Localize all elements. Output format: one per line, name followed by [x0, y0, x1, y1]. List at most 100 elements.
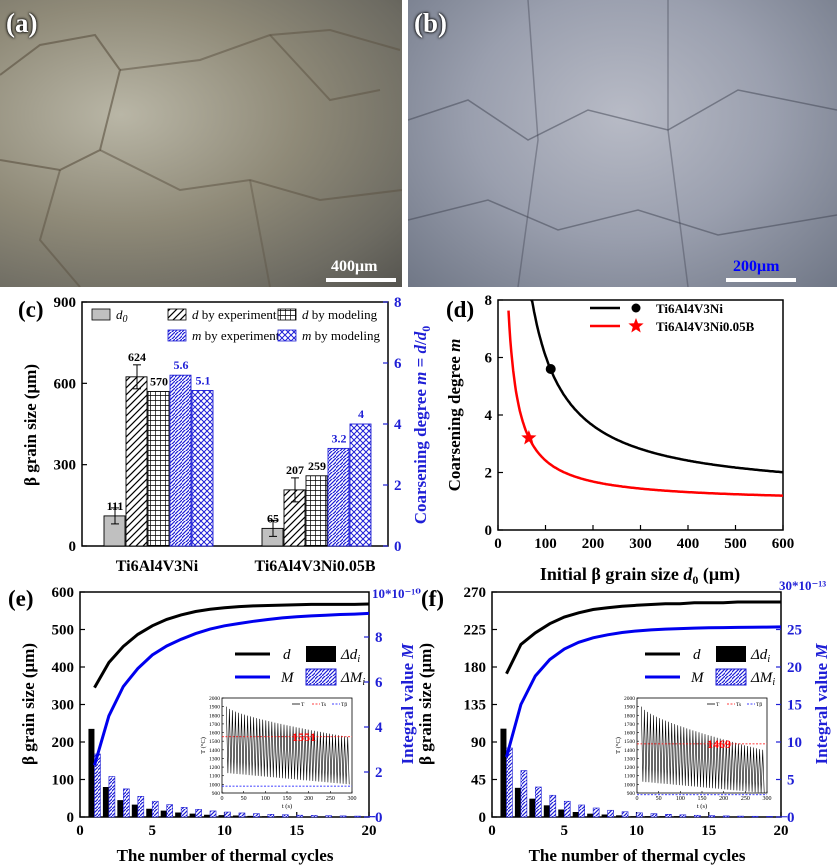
category-label-2: Ti6Al4V3Ni0.05B: [254, 558, 375, 575]
y2-tick-label: 5: [787, 773, 795, 789]
y-axis-label-c: β grain size (μm): [21, 364, 40, 486]
bar: [327, 447, 350, 547]
inset-y-label: T (°C): [200, 737, 207, 754]
bar-delta-d: [543, 805, 550, 817]
x-tick-label: 600: [772, 536, 795, 552]
legend-label-m-exp: m by experiment: [192, 328, 280, 343]
x-tick-label: 20: [362, 823, 377, 839]
bar-delta-M: [520, 770, 528, 818]
bar-delta-M: [195, 809, 202, 818]
inset-y-tick-label: 1300: [209, 756, 220, 762]
y-tick-label: 400: [52, 660, 75, 676]
x-axis-label-e: The number of thermal cycles: [117, 846, 334, 865]
y2-tick-label: 0: [375, 810, 383, 826]
category-label-1: Ti6Al4V3Ni: [116, 558, 199, 575]
line-d: [93, 602, 370, 689]
data-label: 207: [286, 463, 304, 477]
chart-d: (d) 0 100 200 300 400 500 600 0 2 4 6 8 Coarsening …: [445, 293, 795, 587]
y-tick-label: 135: [464, 698, 487, 714]
legend-marker-series-2: [628, 318, 644, 333]
bar-delta-M: [708, 815, 716, 818]
inset-y-tick-label: 1000: [624, 782, 635, 788]
bar-delta-d: [247, 815, 254, 817]
y2-tick-label: 0: [394, 539, 402, 555]
legend-c: d0 d by experiment d by modeling m by ex…: [91, 307, 380, 343]
bar-delta-M: [238, 812, 246, 818]
y2-tick-label: 8: [394, 295, 402, 311]
legend-label-delta-M: ΔMi: [340, 670, 365, 688]
legend-label-d: d: [693, 647, 701, 663]
x-tick-label: 5: [149, 823, 157, 839]
inset-x-tick-label: 300: [763, 796, 772, 802]
legend-swatch-delta-M: [305, 668, 337, 686]
y-tick-label: 600: [54, 376, 77, 392]
x-tick-label: 400: [677, 536, 700, 552]
bar-delta-M: [151, 800, 159, 818]
bar-delta-d: [189, 813, 196, 817]
legend-label-M: M: [280, 670, 295, 686]
y-tick-label: 8: [485, 293, 493, 309]
x-tick-label: 300: [629, 536, 652, 552]
y2-tick-label: 0: [787, 810, 795, 826]
inset-legend-label: T: [716, 702, 720, 708]
panel-label-c: (c): [18, 297, 44, 322]
bar-delta-d: [261, 816, 268, 817]
y2-top-label-f: 30*10⁻¹³: [779, 578, 826, 593]
data-point-series-1: [545, 364, 556, 374]
inset-y-tick-label: 1900: [209, 705, 220, 711]
y-tick-label: 900: [54, 295, 77, 311]
y-axis-ticks: 0 300 600 900: [54, 295, 87, 555]
bar-delta-M: [281, 814, 289, 818]
inset-y-tick-label: 1500: [624, 739, 635, 745]
y-tick-label: 2: [485, 466, 493, 482]
legend-label-delta-d: Δdi: [750, 647, 770, 665]
bar-delta-M: [296, 814, 304, 818]
legend-label-d0: d0: [116, 307, 128, 325]
data-label: 5.6: [174, 358, 189, 372]
bar-delta-M: [325, 815, 332, 818]
bar-delta-M: [650, 813, 658, 818]
bar: [349, 423, 372, 547]
inset-peak-label: 1551: [292, 730, 316, 744]
bar-delta-d: [146, 808, 153, 817]
y2-tick-label: 10: [787, 735, 802, 751]
y2-axis-ticks: 0 2 4 6 8: [383, 295, 402, 555]
chart-f: (f) 0 5 10 15 20045901351802252700510152025 …: [416, 578, 831, 865]
y2-axis-label-e: Integral value M: [398, 643, 417, 765]
bar-delta-d: [514, 787, 521, 817]
x-tick-label: 20: [774, 823, 789, 839]
y-tick-label: 0: [479, 810, 487, 826]
y-tick-label: 45: [471, 773, 486, 789]
y-tick-label: 4: [485, 408, 493, 424]
y-tick-label: 300: [54, 458, 77, 474]
bar-delta-M: [180, 807, 188, 818]
y2-tick-label: 2: [394, 478, 402, 494]
y2-axis-label-f: Integral value M: [812, 643, 831, 765]
bar-delta-d: [587, 813, 594, 817]
inset-y-tick-label: 2000: [209, 696, 220, 702]
legend-swatch-d0: [91, 308, 111, 321]
x-tick-label: 5: [561, 823, 569, 839]
bar-delta-d: [601, 814, 608, 817]
inset-y-tick-label: 1800: [624, 713, 635, 719]
inset-y-tick-label: 1400: [624, 748, 635, 754]
bar-delta-d: [160, 810, 167, 817]
inset-legend-label: Tβ: [341, 702, 347, 708]
panel-label-b: (b): [414, 8, 447, 38]
inset-x-tick-label: 200: [304, 796, 313, 802]
inset-y-tick-label: 900: [627, 791, 636, 797]
inset-legend-label: Tβ: [756, 702, 762, 708]
micrograph-a: (a) 400μm: [0, 0, 402, 287]
inset-frame: [636, 697, 768, 794]
inset-y-label: T (°C): [615, 737, 622, 754]
bar: [191, 389, 214, 547]
inset-x-tick-label: 250: [741, 796, 750, 802]
bar-delta-d: [276, 816, 283, 817]
inset-y-tick-label: 1800: [209, 713, 220, 719]
inset-y-tick-label: 1100: [209, 774, 220, 780]
bar-delta-M: [679, 814, 687, 818]
inset-x-tick-label: 150: [698, 796, 707, 802]
inset-x-label: t (s): [282, 803, 292, 810]
bar-delta-d: [673, 816, 680, 817]
